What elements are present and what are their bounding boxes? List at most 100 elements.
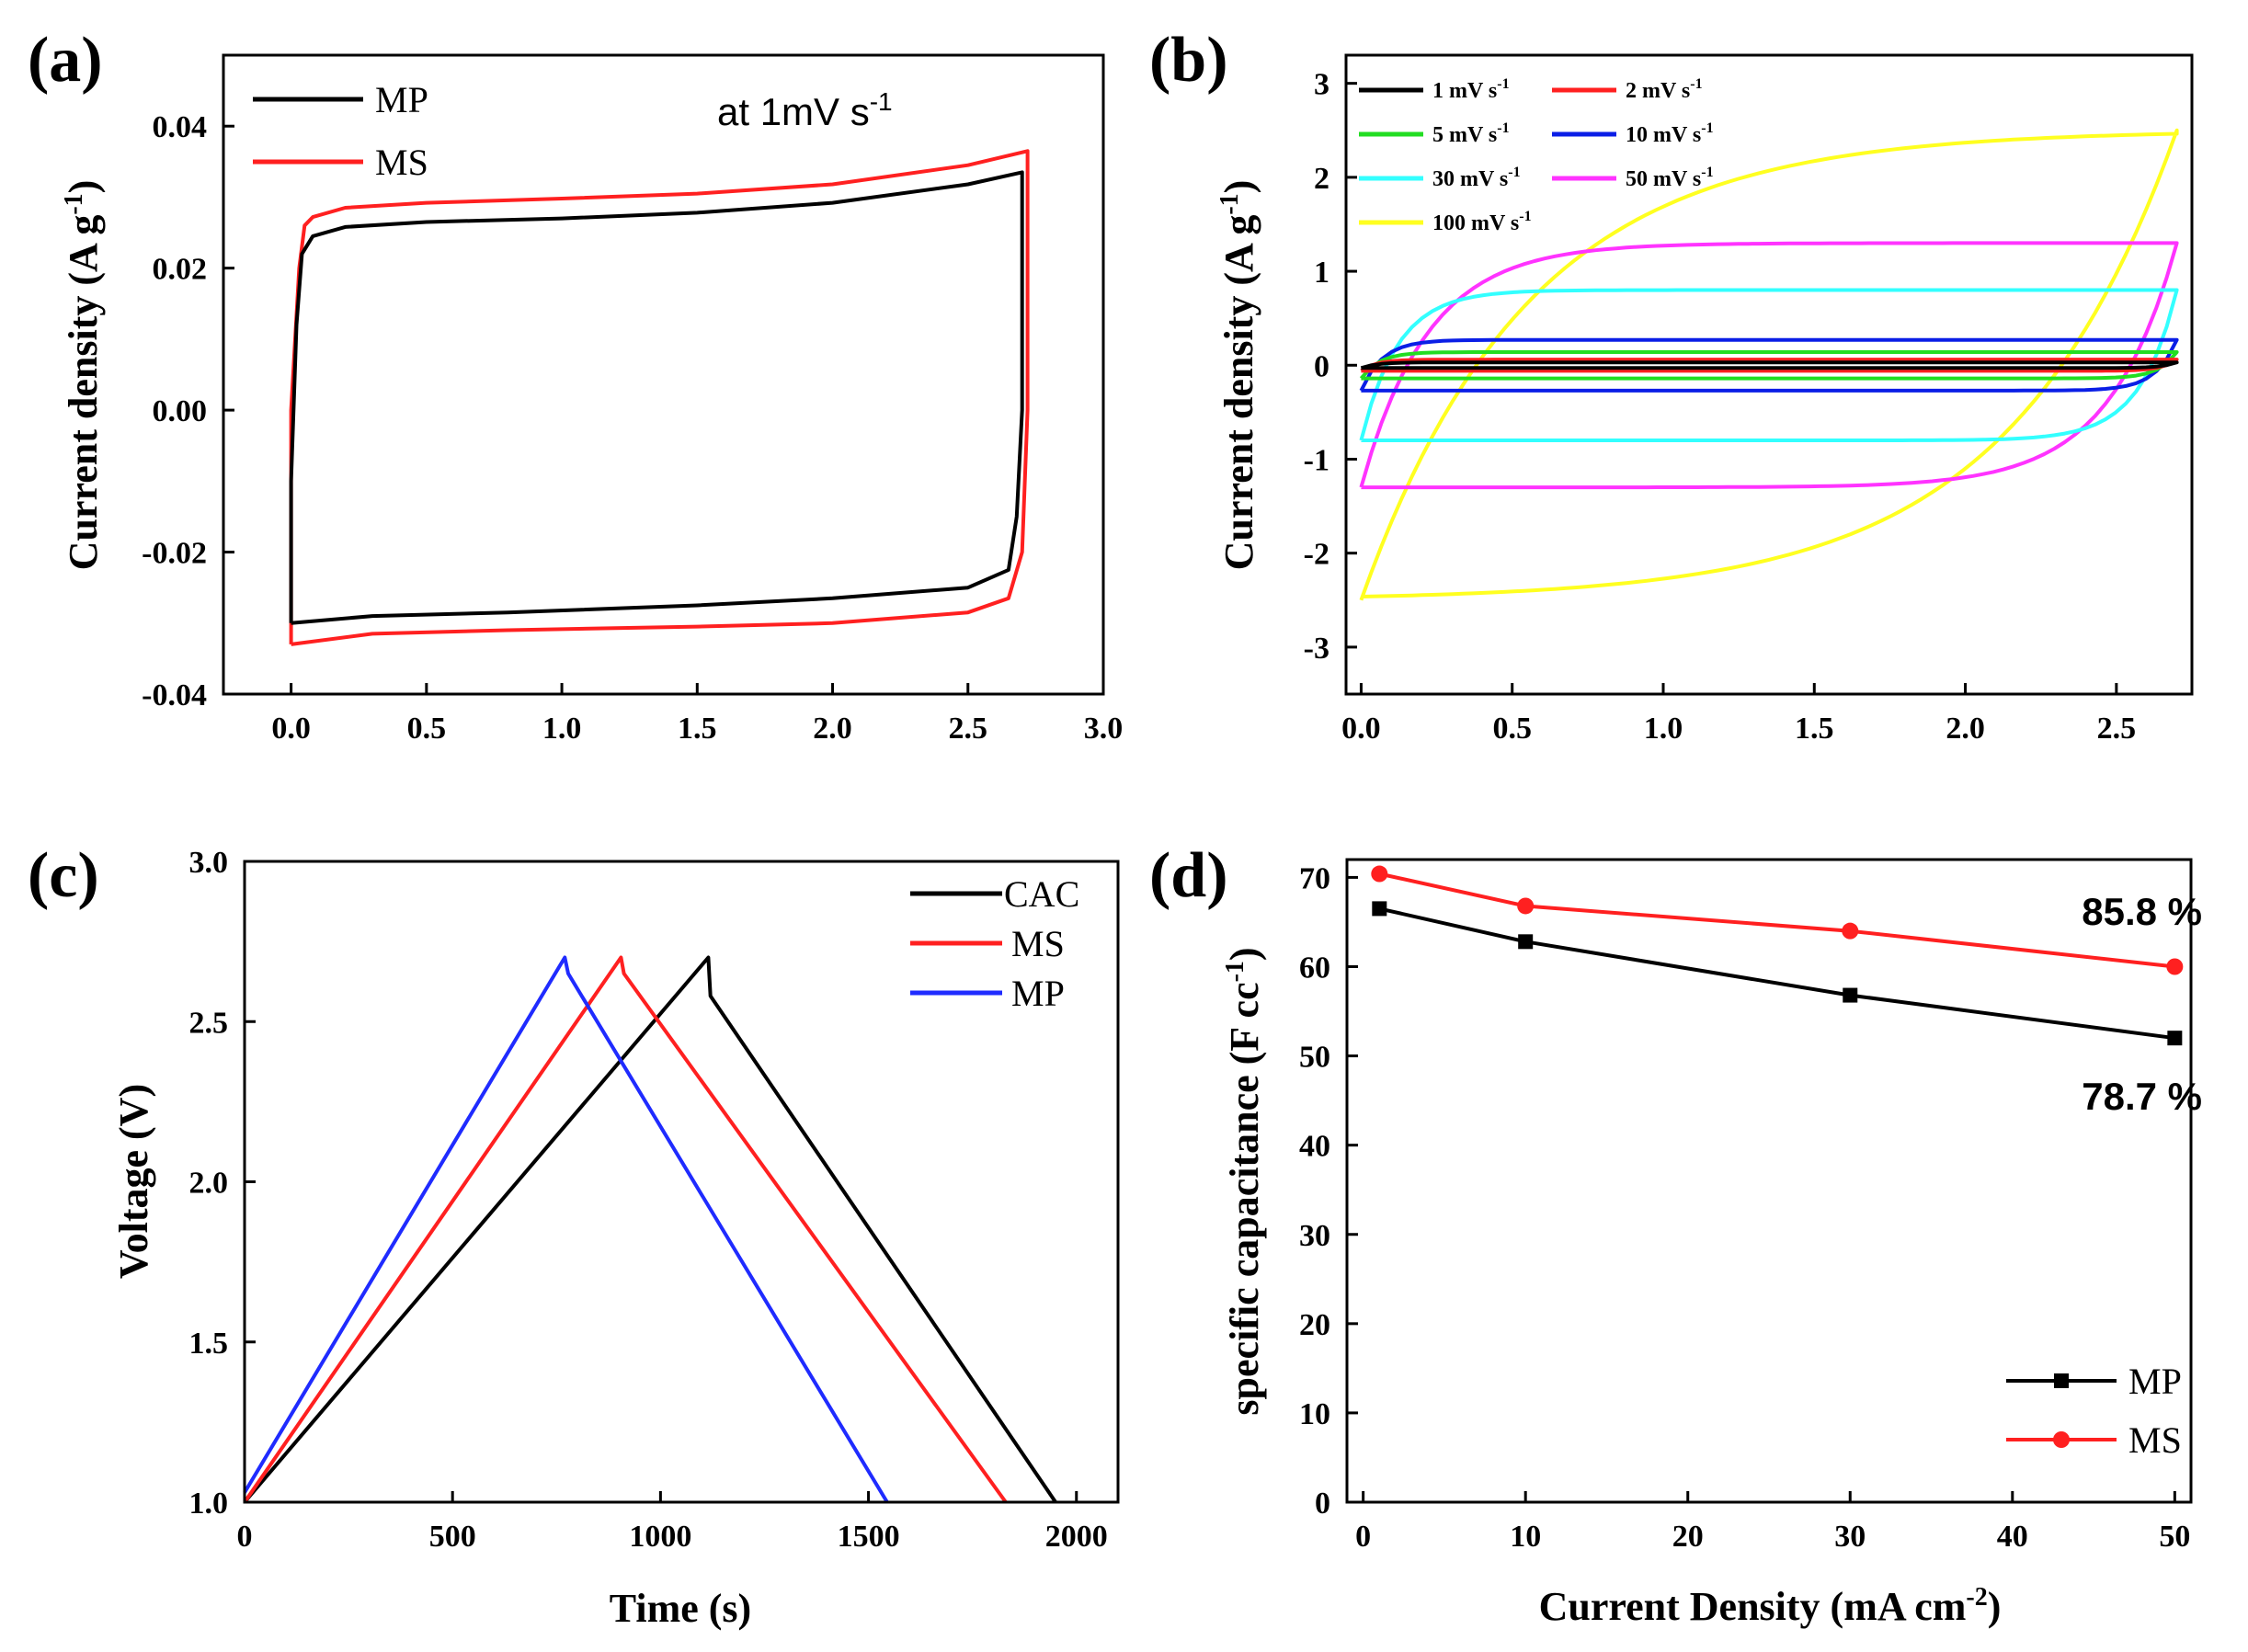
cv-curve-10-mv (1359, 337, 2179, 393)
legend-ms-label: MS (1011, 923, 1065, 964)
x-tick-label: 30 (1834, 1520, 1866, 1554)
panel-d-plot-area (1371, 865, 2184, 1046)
panel-d-x-ticks: 0 10 20 30 40 50 (1355, 1491, 2190, 1554)
legend-cac-label: CAC (1004, 873, 1079, 915)
capacitance-line-ms (1378, 872, 2175, 969)
panel-b-y-ticks: -3 -2 -1 0 1 2 3 (1304, 68, 1357, 666)
panel-a-scan-rate-annotation: at 1mV s-1 (717, 87, 893, 133)
y-tick-label: 40 (1299, 1130, 1330, 1164)
panel-c-letter: (c) (28, 840, 99, 911)
legend-label: 50 mV s-1 (1626, 165, 1714, 191)
data-point-mp (1518, 934, 1534, 950)
y-tick-label: -0.04 (142, 678, 207, 712)
y-tick-label: 3.0 (189, 846, 229, 880)
panel-b: (b) 0.0 0.5 1.0 1.5 2.0 2.5 -3 -2 -1 0 1 2 3 Curren… (1149, 25, 2194, 746)
panel-d-frame (1345, 858, 2193, 1504)
data-point-ms (1371, 865, 1388, 883)
legend-ms-label: MS (2128, 1419, 2182, 1461)
cv-curve-30-mv (1359, 288, 2179, 442)
mp-retention-annotation: 78.7 % (2082, 1075, 2202, 1118)
x-tick-label: 0.5 (407, 712, 447, 746)
x-tick-label: 0.0 (271, 712, 311, 746)
y-tick-label: 0.00 (153, 394, 208, 428)
x-tick-label: 20 (1672, 1520, 1704, 1554)
panel-b-legend: 1 mV s-1 2 mV s-1 5 mV s-1 10 mV s-1 30 mV s… (1359, 76, 1714, 235)
cv-curve-5-mv (1359, 350, 2179, 381)
cv-curve-2-mv (1360, 358, 2179, 373)
y-tick-label: 30 (1299, 1219, 1330, 1253)
x-tick-label: 2.5 (2097, 712, 2137, 746)
panel-d-y-axis-label: specific capacitance (F cc-1) (1221, 947, 1267, 1415)
x-tick-label: 3.0 (1084, 712, 1124, 746)
legend-mp-label: MP (2128, 1361, 2182, 1402)
legend-label: 2 mV s-1 (1626, 76, 1703, 103)
panel-b-plot-area (1359, 128, 2179, 601)
y-tick-label: 2.5 (189, 1006, 229, 1040)
panel-b-y-axis-label: Current density (A g-1) (1215, 180, 1261, 571)
panel-b-frame (1344, 53, 2194, 696)
y-tick-label: 0 (1315, 1487, 1330, 1521)
y-tick-label: 0 (1314, 349, 1329, 383)
y-tick-label: 2.0 (189, 1167, 229, 1201)
y-tick-label: 20 (1299, 1308, 1330, 1342)
panel-c-x-axis-label: Time (s) (610, 1586, 751, 1631)
cv-curve-ms (289, 149, 1030, 646)
legend-label: 100 mV s-1 (1432, 209, 1532, 235)
legend-label: 10 mV s-1 (1626, 120, 1714, 147)
panel-c-y-ticks: 1.0 1.5 2.0 2.5 3.0 (189, 846, 256, 1521)
legend-label: 1 mV s-1 (1432, 76, 1510, 103)
x-tick-label: 0.0 (1341, 712, 1381, 746)
x-tick-label: 10 (1510, 1520, 1541, 1554)
cv-curve-100-mv (1359, 128, 2179, 601)
panel-a-plot-area (289, 149, 1030, 646)
gcd-curve-mp (243, 955, 889, 1504)
ms-retention-annotation: 85.8 % (2082, 890, 2202, 933)
x-tick-label: 1.0 (542, 712, 582, 746)
panel-c-x-ticks: 0 500 1000 1500 2000 (237, 1491, 1108, 1554)
y-tick-label: 10 (1299, 1397, 1330, 1431)
panel-c: (c) 0 500 1000 1500 2000 1.0 1.5 2.0 2.5 3.0 Vol… (28, 840, 1120, 1631)
gcd-curve-ms (243, 955, 1008, 1504)
x-tick-label: 1.0 (1644, 712, 1683, 746)
y-tick-label: 1 (1314, 256, 1329, 290)
y-tick-label: 1.5 (189, 1327, 229, 1361)
x-tick-label: 0 (237, 1520, 253, 1554)
y-tick-label: 0.04 (153, 110, 208, 144)
legend-ms-label: MS (375, 142, 428, 183)
cv-curve-50-mv (1359, 241, 2179, 490)
capacitance-line-mp (1378, 906, 2175, 1041)
panel-c-legend: CAC MS MP (910, 873, 1079, 1014)
x-tick-label: 2.0 (813, 712, 852, 746)
panel-c-plot-area (243, 955, 1057, 1504)
x-tick-label: 1000 (629, 1520, 691, 1554)
x-tick-label: 500 (429, 1520, 476, 1554)
x-tick-label: 0 (1355, 1520, 1371, 1554)
data-point-mp (1843, 987, 1858, 1003)
data-point-ms (1842, 922, 1859, 940)
panel-d-x-axis-label: Current Density (mA cm-2) (1539, 1583, 2002, 1629)
x-tick-label: 1.5 (1795, 712, 1834, 746)
panel-a-legend: MP MS (253, 79, 428, 183)
x-tick-label: 50 (2159, 1520, 2190, 1554)
panel-d: (d) 0 10 20 30 40 50 0 10 20 30 40 50 60 70 specific… (1149, 840, 2202, 1629)
y-tick-label: -0.02 (142, 537, 207, 571)
panel-a-y-axis-label: Current density (A g-1) (60, 180, 106, 571)
panel-d-y-ticks: 0 10 20 30 40 50 60 70 (1299, 861, 1358, 1521)
y-tick-label: -2 (1304, 538, 1329, 572)
x-tick-label: 2.5 (949, 712, 988, 746)
panel-a: (a) 0.0 0.5 1.0 1.5 2.0 2.5 3.0 -0.04 -0.02 0.00… (28, 25, 1123, 746)
panel-d-legend: MP MS (2006, 1361, 2182, 1461)
x-tick-label: 2000 (1045, 1520, 1108, 1554)
y-tick-label: 2 (1314, 162, 1329, 196)
legend-mp-marker (2054, 1373, 2069, 1388)
y-tick-label: 60 (1299, 951, 1330, 986)
panel-b-x-ticks: 0.0 0.5 1.0 1.5 2.0 2.5 (1341, 683, 2136, 746)
legend-label: 30 mV s-1 (1432, 165, 1521, 191)
panel-a-frame (222, 53, 1105, 696)
panel-c-y-axis-label: Voltage (V) (111, 1084, 156, 1279)
gcd-curve-cac (243, 955, 1057, 1504)
y-tick-label: -1 (1304, 443, 1329, 477)
data-point-ms (1517, 897, 1535, 915)
y-tick-label: -3 (1304, 632, 1329, 666)
